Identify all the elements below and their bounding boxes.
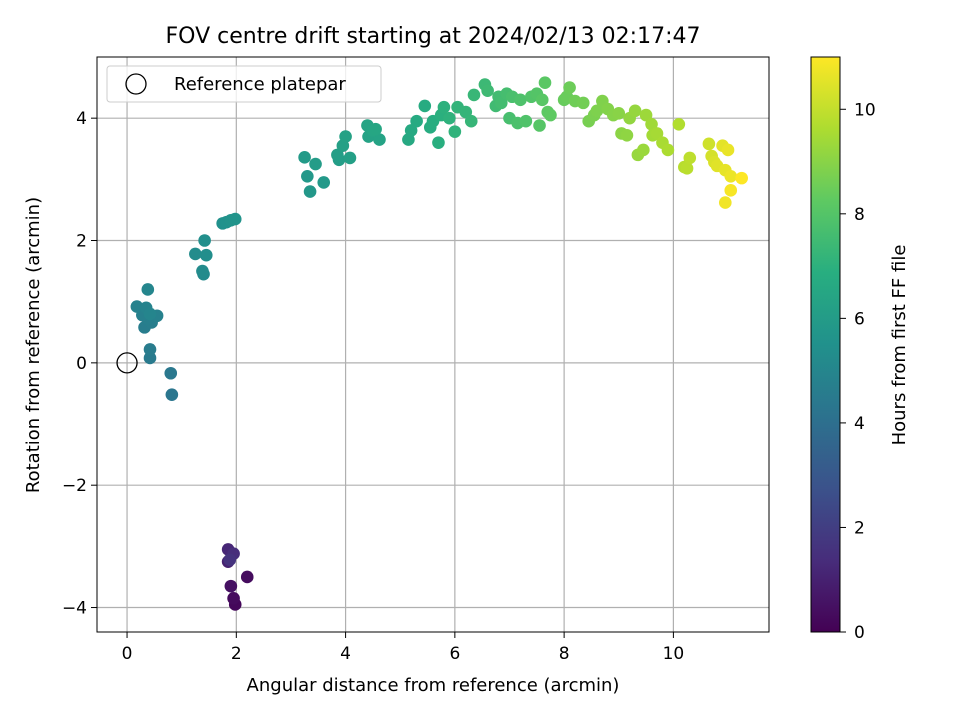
data-point	[612, 106, 626, 120]
data-point	[165, 388, 179, 401]
data-point	[724, 169, 738, 183]
data-point	[519, 114, 533, 128]
legend-entry-label: Reference platepar	[174, 74, 346, 95]
legend-marker-icon	[125, 73, 147, 95]
plot-frame	[96, 56, 770, 633]
data-point	[724, 184, 738, 197]
y-tick-label: −2	[62, 476, 87, 496]
colorbar-tick-label: 8	[854, 205, 865, 225]
plot-area	[97, 57, 769, 632]
data-point	[533, 119, 546, 132]
data-point	[735, 171, 748, 185]
colorbar-tick-label: 10	[854, 100, 876, 120]
data-point	[143, 343, 157, 356]
data-point	[317, 176, 331, 189]
data-point	[164, 366, 178, 380]
data-point	[702, 137, 716, 151]
colorbar-tick-label: 4	[854, 414, 865, 434]
x-tick-label: 2	[231, 644, 242, 664]
data-point	[639, 108, 653, 122]
data-point	[141, 283, 155, 296]
data-point	[514, 93, 527, 107]
legend: Reference platepar	[106, 65, 382, 103]
data-point	[459, 105, 473, 119]
data-point	[650, 127, 664, 140]
data-point	[418, 99, 432, 113]
data-point	[645, 117, 658, 131]
data-point	[661, 143, 675, 157]
legend-box	[106, 65, 382, 103]
data-point	[563, 81, 576, 94]
data-point	[331, 148, 344, 162]
chart-title: FOV centre drift starting at 2024/02/13 …	[166, 24, 701, 49]
data-point	[199, 248, 213, 262]
data-point	[196, 264, 209, 278]
data-point	[369, 122, 382, 136]
data-point	[494, 96, 508, 110]
x-axis-label: Angular distance from reference (arcmin)	[247, 675, 620, 696]
x-tick-label: 0	[122, 644, 133, 664]
data-point	[298, 151, 311, 164]
data-point	[544, 108, 557, 122]
reference-platepar-marker	[116, 352, 138, 374]
colorbar-label: Hours from first FF file	[889, 245, 910, 446]
data-point	[672, 117, 686, 131]
data-point	[228, 212, 242, 226]
x-tick-label: 10	[663, 644, 685, 664]
y-tick-label: 0	[76, 354, 87, 374]
data-point	[628, 104, 642, 118]
data-point	[590, 104, 604, 118]
data-point	[227, 592, 240, 605]
data-point	[373, 133, 386, 146]
x-tick-label: 6	[449, 644, 460, 664]
x-tick-label: 8	[559, 644, 570, 664]
data-point	[130, 300, 144, 313]
data-point	[343, 151, 357, 165]
data-point	[467, 88, 481, 102]
data-point	[224, 579, 238, 593]
data-points	[130, 76, 748, 611]
y-tick-label: 4	[76, 109, 87, 129]
data-point	[576, 96, 590, 110]
data-point	[143, 307, 157, 321]
data-point	[301, 169, 314, 183]
data-point	[410, 114, 423, 128]
data-point	[404, 124, 418, 137]
x-axis-ticks: 0 2 4 6 8 10	[122, 632, 685, 664]
colorbar-tick-label: 0	[854, 623, 865, 643]
data-point	[198, 234, 211, 247]
y-tick-label: 2	[76, 232, 87, 252]
data-point	[448, 125, 462, 138]
data-point	[303, 185, 317, 198]
data-point	[309, 157, 322, 171]
data-point	[223, 553, 237, 567]
y-axis-ticks: −4 −2 0 2 4	[62, 109, 97, 619]
data-point	[538, 76, 552, 89]
x-tick-label: 4	[340, 644, 351, 664]
colorbar-ticks: 0 2 4 6 8 10	[840, 100, 876, 643]
data-point	[683, 151, 697, 165]
colorbar	[810, 56, 841, 633]
data-point	[535, 93, 549, 107]
data-point	[437, 100, 451, 114]
data-point	[432, 136, 445, 149]
data-point	[443, 111, 456, 125]
data-point	[721, 143, 735, 157]
data-point	[680, 162, 694, 175]
data-point	[718, 196, 732, 209]
colorbar-tick-label: 2	[854, 518, 865, 538]
data-point	[464, 114, 478, 128]
y-tick-label: −4	[62, 599, 87, 619]
colorbar-tick-label: 6	[854, 309, 865, 329]
y-axis-label: Rotation from reference (arcmin)	[23, 197, 44, 493]
data-point	[637, 143, 650, 157]
data-point	[620, 128, 634, 142]
data-point	[189, 247, 202, 261]
data-point	[240, 570, 254, 584]
data-point	[339, 130, 352, 143]
data-point	[481, 84, 494, 97]
